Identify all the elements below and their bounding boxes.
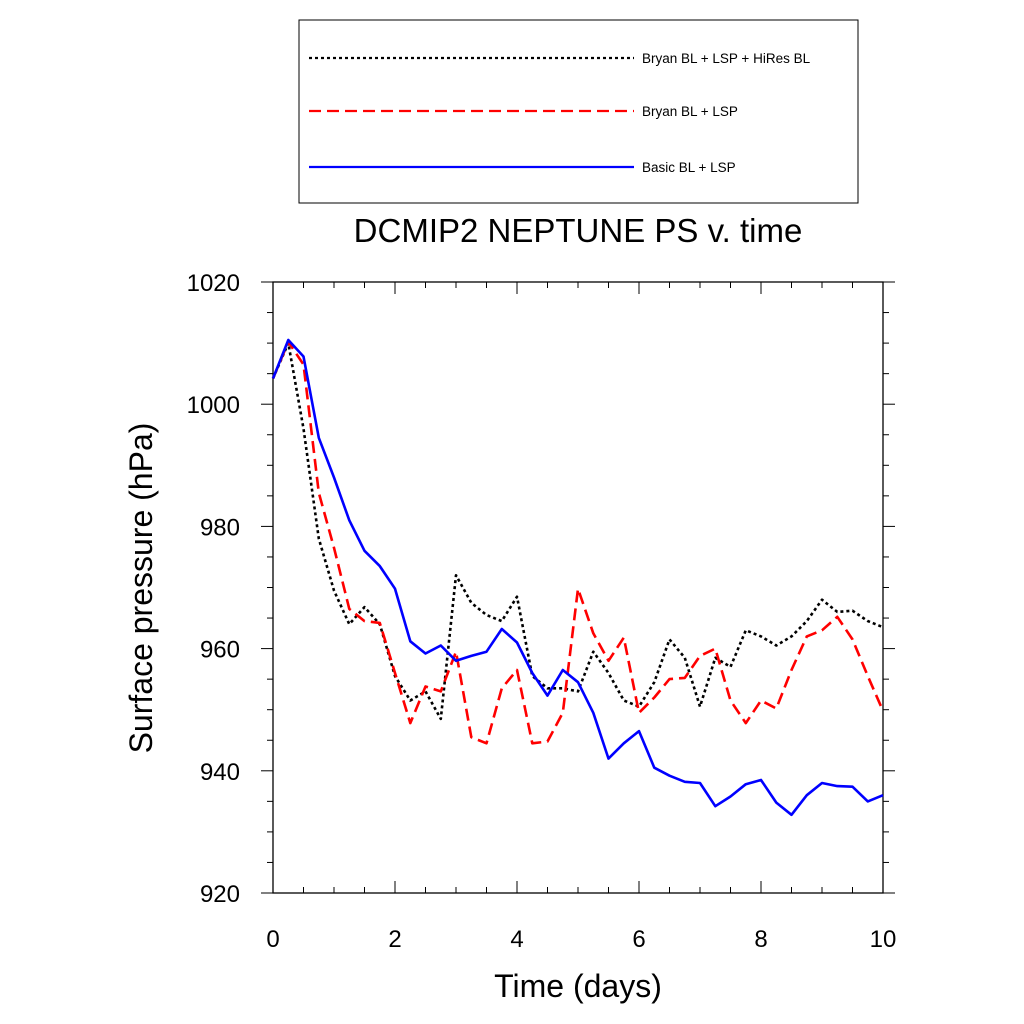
x-tick-label: 10 — [870, 926, 897, 953]
y-tick-label: 920 — [200, 881, 240, 908]
y-tick-label: 1000 — [187, 392, 240, 419]
chart-title: DCMIP2 NEPTUNE PS v. time — [354, 212, 803, 249]
x-tick-label: 2 — [388, 926, 401, 953]
legend: Bryan BL + LSP + HiRes BL Bryan BL + LSP B… — [298, 19, 859, 204]
legend-label-0: Bryan BL + LSP + HiRes BL — [642, 51, 811, 66]
y-tick-label: 980 — [200, 514, 240, 541]
series-group — [271, 338, 885, 817]
y-axis-label: Surface pressure (hPa) — [123, 423, 159, 754]
legend-label-2: Basic BL + LSP — [642, 160, 736, 175]
series-line-2 — [271, 338, 884, 817]
x-tick-label: 8 — [754, 926, 767, 953]
y-tick-label: 940 — [200, 759, 240, 786]
series-line-1 — [271, 340, 885, 745]
plot-frame — [272, 281, 884, 894]
series-line-0 — [271, 341, 884, 721]
y-tick-label: 1020 — [187, 270, 240, 297]
x-tick-label: 6 — [632, 926, 645, 953]
x-axis-label: Time (days) — [494, 968, 662, 1004]
x-tick-label: 4 — [510, 926, 523, 953]
x-tick-label: 0 — [266, 926, 279, 953]
axis-tick-labels: 0 2 4 6 8 10 920 940 960 980 1000 1020 — [187, 270, 897, 953]
axis-ticks — [261, 281, 895, 894]
legend-label-1: Bryan BL + LSP — [642, 104, 738, 119]
y-tick-label: 960 — [200, 637, 240, 664]
